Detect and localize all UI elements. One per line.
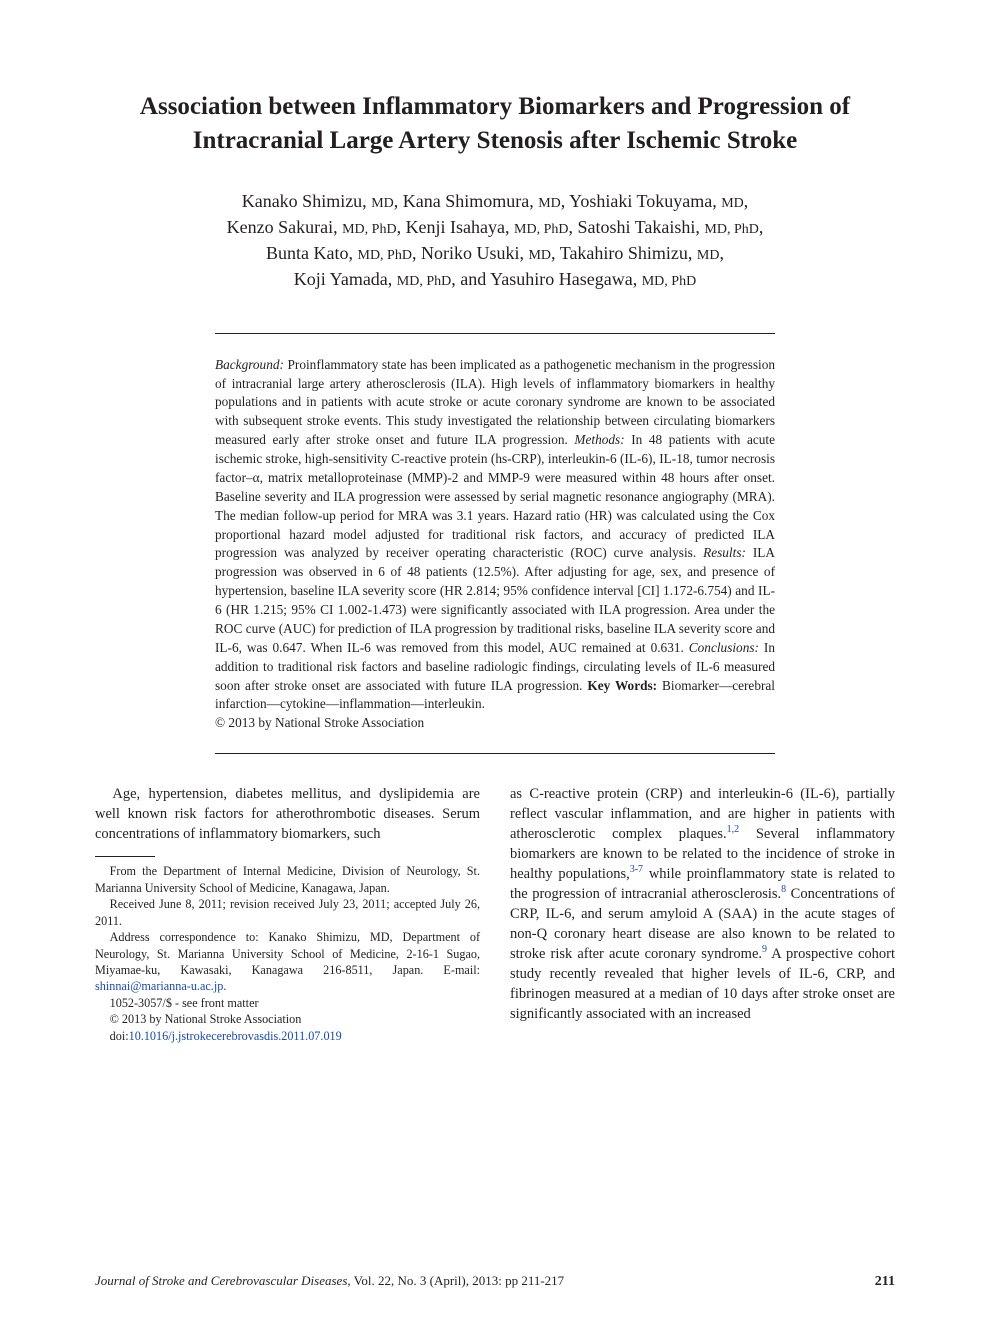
body-column-right: as C-reactive protein (CRP) and interleu… xyxy=(510,784,895,1044)
doi-link[interactable]: 10.1016/j.jstrokecerebrovasdis.2011.07.0… xyxy=(129,1029,342,1043)
footnote-doi-label: doi: xyxy=(110,1029,129,1043)
correspondence-email-link[interactable]: shinnai@marianna-u.ac.jp xyxy=(95,979,223,993)
footnote-issn: 1052-3057/$ - see front matter xyxy=(95,995,480,1011)
footnote-rule xyxy=(95,856,155,857)
page-footer: Journal of Stroke and Cerebrovascular Di… xyxy=(95,1273,895,1290)
footnote-copyright: © 2013 by National Stroke Association xyxy=(95,1011,480,1027)
footnote-affiliation: From the Department of Internal Medicine… xyxy=(95,863,480,896)
footer-citation: Journal of Stroke and Cerebrovascular Di… xyxy=(95,1273,564,1289)
footer-issue: , Vol. 22, No. 3 (April), 2013: pp 211-2… xyxy=(347,1273,564,1288)
footnote-correspondence: Address correspondence to: Kanako Shimiz… xyxy=(95,929,480,995)
footnote-correspondence-tail: . xyxy=(223,979,226,993)
article-title: Association between Inflammatory Biomark… xyxy=(105,90,885,158)
footnote-correspondence-text: Address correspondence to: Kanako Shimiz… xyxy=(95,930,480,977)
body-paragraph: as C-reactive protein (CRP) and interleu… xyxy=(510,784,895,1024)
abstract-block: Background: Proinflammatory state has be… xyxy=(215,356,775,734)
abstract-rule-bottom xyxy=(215,753,775,754)
body-columns: Age, hypertension, diabetes mellitus, an… xyxy=(95,784,895,1044)
body-column-left: Age, hypertension, diabetes mellitus, an… xyxy=(95,784,480,1044)
footnotes-block: From the Department of Internal Medicine… xyxy=(95,863,480,1044)
footnote-doi: doi:10.1016/j.jstrokecerebrovasdis.2011.… xyxy=(95,1028,480,1044)
footer-journal-name: Journal of Stroke and Cerebrovascular Di… xyxy=(95,1273,347,1288)
abstract-rule-top xyxy=(215,333,775,334)
footer-page-number: 211 xyxy=(875,1274,895,1290)
author-list: Kanako Shimizu, MD, Kana Shimomura, MD, … xyxy=(125,188,865,293)
body-paragraph: Age, hypertension, diabetes mellitus, an… xyxy=(95,784,480,844)
footnote-dates: Received June 8, 2011; revision received… xyxy=(95,896,480,929)
